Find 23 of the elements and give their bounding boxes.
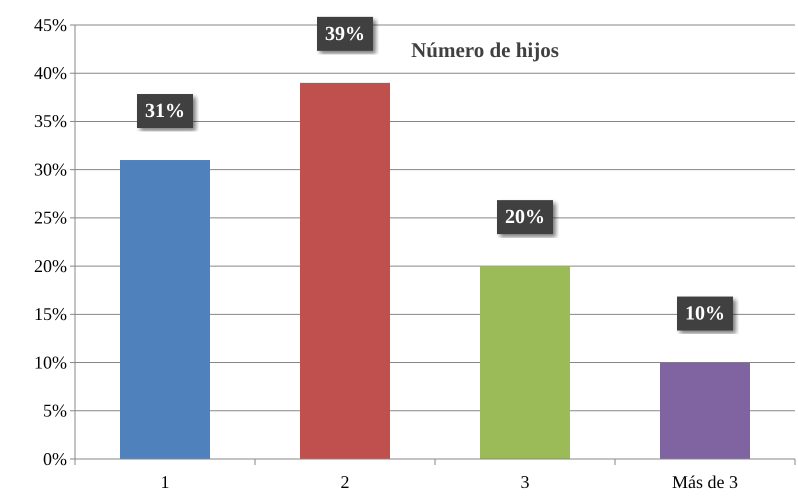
x-tick-label: Más de 3 — [672, 472, 738, 492]
y-tick-label: 15% — [34, 304, 67, 324]
data-label: 20% — [505, 206, 545, 228]
y-tick-label: 0% — [43, 448, 67, 469]
data-label: 39% — [325, 22, 365, 45]
x-tick-label: 2 — [340, 472, 350, 492]
bar — [120, 160, 210, 459]
x-tick-label: 1 — [160, 472, 170, 492]
data-label: 31% — [145, 100, 185, 122]
y-tick-label: 40% — [34, 62, 67, 83]
y-tick-label: 45% — [34, 14, 67, 35]
y-tick-label: 5% — [43, 400, 67, 421]
y-tick-label: 10% — [34, 352, 67, 372]
y-tick-label: 20% — [34, 256, 67, 276]
bar — [480, 266, 570, 459]
y-tick-label: 35% — [34, 111, 67, 132]
y-tick-label: 30% — [34, 159, 67, 180]
bar — [660, 362, 750, 459]
text: Número de hijos — [411, 38, 559, 62]
data-label: 10% — [685, 302, 725, 325]
y-tick-label: 25% — [34, 208, 67, 228]
bar — [300, 82, 390, 459]
x-tick-label: 3 — [520, 472, 530, 492]
